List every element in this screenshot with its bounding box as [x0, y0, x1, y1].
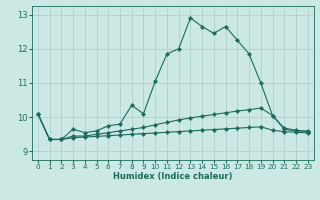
X-axis label: Humidex (Indice chaleur): Humidex (Indice chaleur) — [113, 172, 233, 181]
